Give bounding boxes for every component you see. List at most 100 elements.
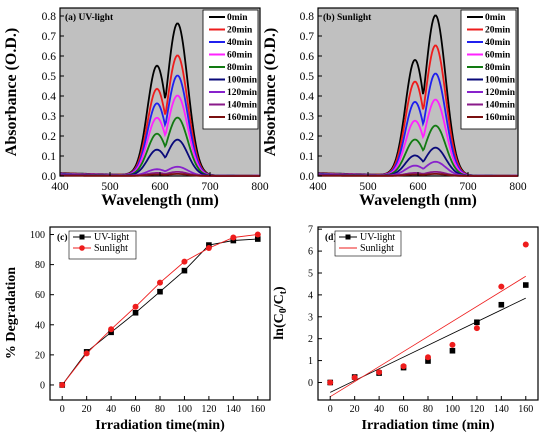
panel-c-point-UV-light-60 <box>132 309 139 316</box>
panel-d-x-tick-label-80: 80 <box>423 404 433 415</box>
panel-d-fit-Sunlight <box>330 275 526 398</box>
panel-d-y-tick-label-0: 0 <box>308 378 313 389</box>
panel-a-x-tick-label-700: 700 <box>201 181 219 193</box>
panel-b-axis-ticks: 400 500 600 700 800 0.0 0.1 0.2 0.3 0.4 0.5 0.6 0.7 0… <box>300 11 527 193</box>
panel-c-x-tick-label-120: 120 <box>201 404 216 415</box>
panel-b-y-tick-label-0.4: 0.4 <box>300 91 315 103</box>
panel-d-y-tick-label-3: 3 <box>308 312 313 323</box>
panel-c-point-Sunlight-0 <box>59 381 66 388</box>
panel-a-y-tick-label-0.4: 0.4 <box>42 91 57 103</box>
panel-d-x-tick-label-120: 120 <box>469 404 484 415</box>
panel-d-point-Sunlight-160 <box>522 241 529 248</box>
panel-c-x-tick-label-60: 60 <box>131 404 141 415</box>
panel-a-y-tick-label-0.5: 0.5 <box>42 71 57 83</box>
panel-d-point-Sunlight-0 <box>327 379 334 386</box>
panel-c-y-axis-label: % Degradation <box>4 267 19 359</box>
panel-a-legend-label-80min: 80min <box>227 63 253 73</box>
panel-c-y-tick-label-0: 0 <box>40 380 45 391</box>
panel-a-legend: 0min 20min 40min 60min 80min 100min 120min 140m… <box>202 9 259 130</box>
panel-a-y-tick-label-0.3: 0.3 <box>42 111 57 123</box>
panel-c-axis-ticks: 0 20 40 60 80 100 120 140 160 0 20 40 60 80 100 <box>30 230 265 415</box>
panel-c-x-tick-label-40: 40 <box>106 404 116 415</box>
panel-a-y-tick-label-0.8: 0.8 <box>42 11 57 23</box>
panel-c-legend-label-Sunlight: Sunlight <box>94 243 128 254</box>
panel-d-x-tick-label-20: 20 <box>350 404 360 415</box>
panel-a-uv-spectra: 400 500 600 700 800 0.0 0.1 0.2 0.3 0.4 0.5 0.6 0.7 0… <box>3 7 269 209</box>
panel-c-x-tick-label-20: 20 <box>82 404 92 415</box>
panel-a-y-tick-label-0.7: 0.7 <box>42 31 57 43</box>
panel-c-legend-marker-Sunlight <box>79 245 85 251</box>
panel-d-legend-marker-UV-light <box>345 234 351 240</box>
panel-b-y-tick-label-0.3: 0.3 <box>300 111 315 123</box>
panel-d-y-axis-label: ln(C0/Ct) <box>272 286 289 340</box>
panel-d-point-Sunlight-20 <box>351 374 358 381</box>
panel-b-legend-label-80min: 80min <box>485 63 511 73</box>
panel-b-label: (b) Sunlight <box>323 12 372 23</box>
panel-c-point-Sunlight-60 <box>132 303 139 310</box>
panel-d-point-Sunlight-120 <box>473 325 480 332</box>
panel-a-y-tick-label-0.2: 0.2 <box>42 131 57 143</box>
panel-d-x-tick-label-40: 40 <box>374 404 384 415</box>
panel-a-x-tick-label-600: 600 <box>151 181 169 193</box>
panel-d-y-tick-label-6: 6 <box>308 247 313 258</box>
panel-a-y-axis-label: Absorbance (O.D.) <box>3 28 20 156</box>
panel-d-point-Sunlight-80 <box>425 354 431 361</box>
panel-d-y-label-sub-t: t <box>278 290 289 294</box>
panel-d-point-Sunlight-60 <box>400 363 407 370</box>
panel-d-x-axis-label: Irradiation time (min) <box>362 418 495 433</box>
panel-c-point-UV-light-80 <box>157 288 163 295</box>
panel-d-y-label-close: ) <box>272 286 287 291</box>
panel-b-y-tick-label-0.0: 0.0 <box>300 171 315 183</box>
panel-c-point-Sunlight-100 <box>181 258 188 265</box>
panel-c-point-UV-light-120 <box>206 242 212 248</box>
panel-c-label: (c) <box>57 232 68 243</box>
panel-d-point-UV-light-80 <box>425 358 431 364</box>
panel-d-x-tick-label-0: 0 <box>328 404 333 415</box>
panel-c-legend-marker-UV-light <box>79 234 85 240</box>
panel-b-x-tick-label-600: 600 <box>409 181 427 193</box>
panel-a-legend-label-20min: 20min <box>227 26 253 36</box>
panel-c-legend-label-UV-light: UV-light <box>94 232 129 243</box>
panel-b-x-axis-label: Wavelength (nm) <box>359 192 477 209</box>
panel-c-x-tick-label-80: 80 <box>155 404 165 415</box>
panel-c-point-Sunlight-160 <box>254 231 261 238</box>
panel-d-x-tick-label-140: 140 <box>494 404 509 415</box>
panel-d-point-Sunlight-100 <box>449 341 456 348</box>
panel-c-y-tick-label-100: 100 <box>30 230 45 241</box>
panel-a-y-tick-label-0.1: 0.1 <box>42 151 57 163</box>
panel-d-y-tick-label-4: 4 <box>308 290 313 301</box>
panel-c-y-tick-label-60: 60 <box>35 290 45 301</box>
panel-d-point-UV-light-140 <box>498 301 505 308</box>
panel-a-y-tick-label-0.0: 0.0 <box>42 171 57 183</box>
panel-a-legend-label-120min: 120min <box>227 88 258 98</box>
panel-b-legend-label-160min: 160min <box>485 113 516 123</box>
panel-c-point-Sunlight-120 <box>205 245 212 252</box>
panel-d-label: (d) <box>325 232 337 243</box>
panel-b-legend-label-0min: 0min <box>485 13 506 23</box>
panel-d-y-tick-label-5: 5 <box>308 268 313 279</box>
panel-b-x-tick-label-700: 700 <box>459 181 477 193</box>
panel-d-point-UV-light-120 <box>474 319 480 326</box>
panel-d-x-tick-label-160: 160 <box>518 404 533 415</box>
panel-a-legend-label-40min: 40min <box>227 38 253 48</box>
panel-b-y-axis-label: Absorbance (O.D.) <box>262 28 279 156</box>
panel-d-y-label-sub0: 0 <box>278 308 289 313</box>
panel-b-y-tick-label-0.1: 0.1 <box>300 151 315 163</box>
panel-b-y-tick-label-0.5: 0.5 <box>300 71 315 83</box>
panel-d-legend-label-Sunlight: Sunlight <box>360 243 394 254</box>
panel-d-axis-ticks: 0 20 40 60 80 100 120 140 160 0 1 2 3 4 5 6 7 <box>308 225 533 415</box>
panel-b-legend-label-140min: 140min <box>485 101 516 111</box>
panel-a-legend-label-60min: 60min <box>227 51 253 61</box>
panel-a-label: (a) UV-light <box>65 12 114 23</box>
panel-a-axis-ticks: 400 500 600 700 800 0.0 0.1 0.2 0.3 0.4 0.5 0.6 0.7 0… <box>42 11 269 193</box>
panel-d-kinetics: 0 20 40 60 80 100 120 140 160 0 1 2 3 4 5 6 7 (d) UV-lig… <box>272 225 539 433</box>
panel-a-x-tick-label-400: 400 <box>51 181 69 193</box>
panel-d-marks <box>327 241 529 398</box>
panel-a-legend-label-160min: 160min <box>227 113 258 123</box>
panel-c-marks <box>59 231 261 388</box>
panel-c-y-tick-label-20: 20 <box>35 350 45 361</box>
panel-a-x-tick-label-500: 500 <box>101 181 119 193</box>
